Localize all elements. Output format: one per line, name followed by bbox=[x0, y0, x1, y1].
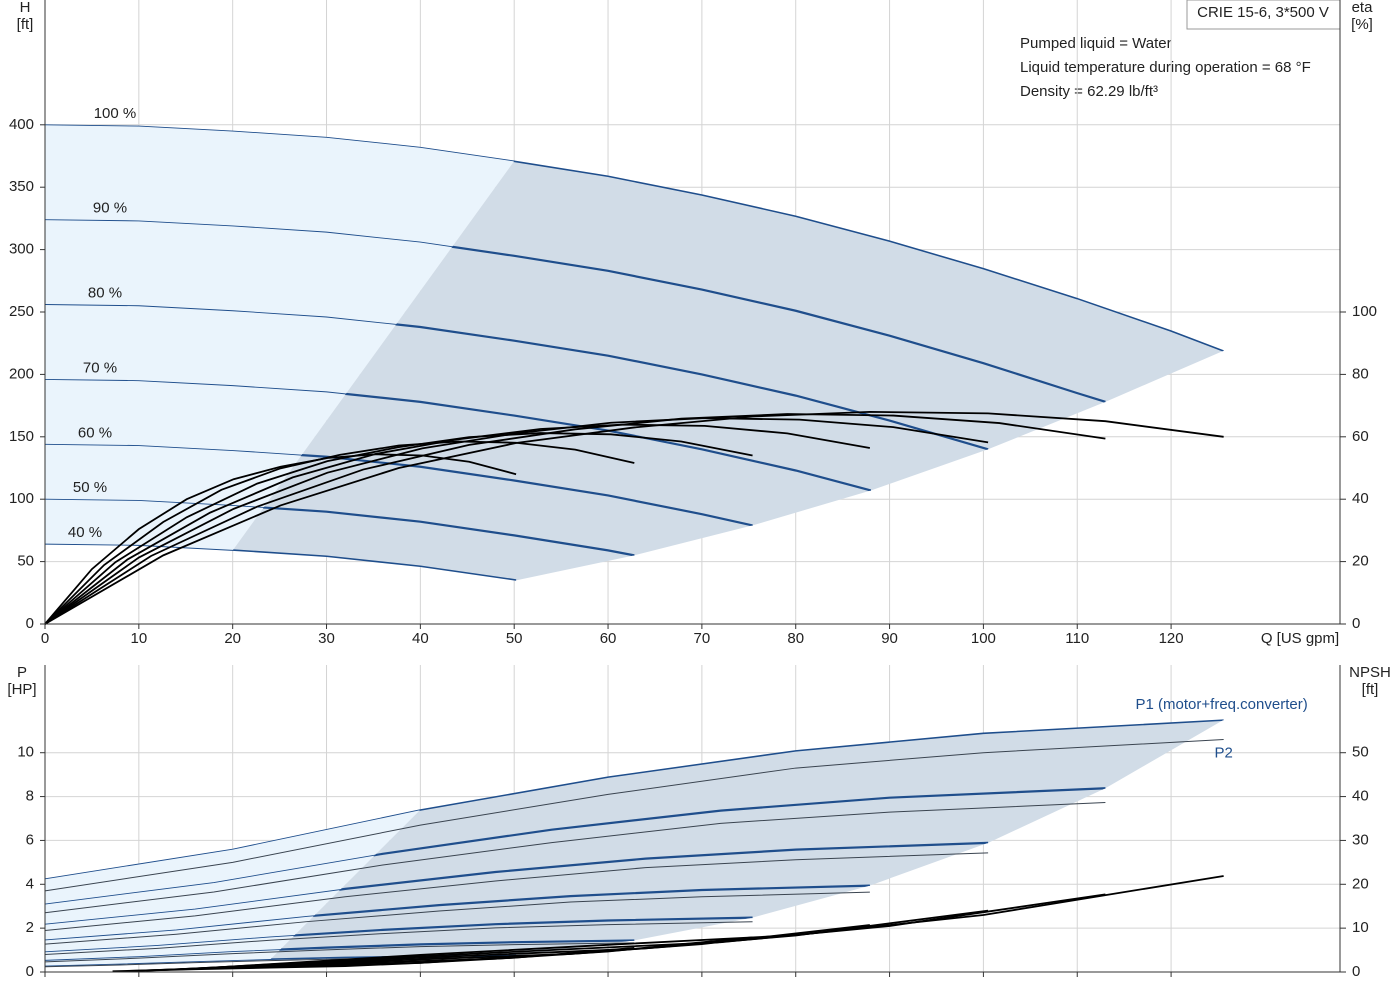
secondary-curve bbox=[44, 440, 635, 625]
curve bbox=[44, 891, 870, 945]
note: Liquid temperature during operation = 68… bbox=[1020, 59, 1311, 76]
curve bbox=[44, 801, 1106, 914]
speed-label: 60 % bbox=[78, 424, 112, 441]
curve bbox=[44, 739, 1224, 892]
annotation: P1 (motor+freq.converter) bbox=[1136, 696, 1308, 713]
light-region bbox=[45, 809, 421, 967]
y2-tick-label: 30 bbox=[1352, 831, 1369, 848]
speed-curve bbox=[270, 787, 1106, 906]
secondary-curve bbox=[44, 453, 517, 625]
secondary-curve bbox=[112, 955, 517, 973]
y-axis-unit: [ft] bbox=[17, 16, 34, 33]
secondary-curve bbox=[44, 410, 1224, 625]
y2-axis-unit: [%] bbox=[1351, 16, 1373, 33]
note: Pumped liquid = Water bbox=[1020, 35, 1172, 52]
speed-curve bbox=[232, 378, 872, 492]
x-tick-label: 70 bbox=[694, 630, 711, 647]
y-tick-label: 100 bbox=[9, 490, 34, 507]
speed-curve bbox=[270, 939, 635, 960]
x-tick-label: 90 bbox=[881, 630, 898, 647]
light-region bbox=[45, 124, 515, 551]
speed-curve bbox=[270, 719, 1224, 880]
speed-curve bbox=[232, 303, 989, 451]
y-axis-label: H bbox=[20, 0, 31, 16]
y-tick-label: 250 bbox=[9, 303, 34, 320]
y2-tick-label: 50 bbox=[1352, 744, 1369, 761]
speed-label: 70 % bbox=[83, 359, 117, 376]
y-tick-label: 0 bbox=[26, 963, 34, 980]
info-box-text: CRIE 15-6, 3*500 V bbox=[1197, 4, 1329, 21]
x-tick-label: 60 bbox=[600, 630, 617, 647]
y2-tick-label: 0 bbox=[1352, 963, 1360, 980]
y-tick-label: 400 bbox=[9, 116, 34, 133]
y2-axis-unit: [ft] bbox=[1362, 681, 1379, 698]
x-tick-label: 0 bbox=[41, 630, 49, 647]
y-tick-label: 200 bbox=[9, 365, 34, 382]
y2-tick-label: 40 bbox=[1352, 490, 1369, 507]
y-tick-label: 0 bbox=[26, 615, 34, 632]
y-tick-label: 2 bbox=[26, 919, 34, 936]
y2-axis-label: NPSH bbox=[1349, 664, 1391, 681]
note: Density = 62.29 lb/ft³ bbox=[1020, 83, 1158, 100]
y2-tick-label: 20 bbox=[1352, 875, 1369, 892]
curve bbox=[44, 942, 635, 963]
y-tick-label: 150 bbox=[9, 428, 34, 445]
secondary-curve bbox=[44, 417, 989, 625]
curve bbox=[44, 852, 989, 932]
y-tick-label: 50 bbox=[17, 553, 34, 570]
y-tick-label: 350 bbox=[9, 178, 34, 195]
annotation: P2 bbox=[1214, 745, 1232, 762]
operating-region bbox=[270, 719, 1224, 960]
speed-curve bbox=[232, 498, 635, 557]
y2-tick-label: 100 bbox=[1352, 303, 1377, 320]
curve bbox=[44, 921, 753, 955]
y-axis-label: P bbox=[17, 664, 27, 681]
speed-curve bbox=[270, 916, 753, 953]
speed-curve bbox=[270, 884, 870, 942]
y2-tick-label: 10 bbox=[1352, 919, 1369, 936]
x-tick-label: 110 bbox=[1065, 630, 1089, 647]
x-tick-label: 80 bbox=[787, 630, 804, 647]
secondary-curve bbox=[44, 432, 753, 625]
y-tick-label: 8 bbox=[26, 788, 34, 805]
y-tick-label: 4 bbox=[26, 875, 34, 892]
speed-label: 80 % bbox=[88, 284, 122, 301]
speed-curve bbox=[232, 218, 1106, 403]
x-axis-label: Q [US gpm] bbox=[1261, 630, 1339, 647]
x-tick-label: 100 bbox=[971, 630, 996, 647]
y-axis-unit: [HP] bbox=[7, 681, 36, 698]
secondary-curve bbox=[213, 875, 1224, 969]
speed-curve bbox=[270, 841, 989, 926]
speed-label: 50 % bbox=[73, 479, 107, 496]
y2-tick-label: 60 bbox=[1352, 428, 1369, 445]
x-tick-label: 50 bbox=[506, 630, 523, 647]
speed-label: 90 % bbox=[93, 200, 127, 217]
y2-tick-label: 0 bbox=[1352, 615, 1360, 632]
y-tick-label: 6 bbox=[26, 831, 34, 848]
y-tick-label: 300 bbox=[9, 241, 34, 258]
info-box bbox=[1186, 0, 1341, 30]
secondary-curve bbox=[44, 413, 1106, 625]
x-tick-label: 30 bbox=[318, 630, 335, 647]
y2-tick-label: 40 bbox=[1352, 788, 1369, 805]
x-tick-label: 120 bbox=[1159, 630, 1184, 647]
y2-tick-label: 80 bbox=[1352, 365, 1369, 382]
x-tick-label: 10 bbox=[130, 630, 147, 647]
x-tick-label: 20 bbox=[224, 630, 241, 647]
speed-label: 40 % bbox=[68, 524, 102, 541]
speed-label: 100 % bbox=[94, 105, 137, 122]
x-tick-label: 40 bbox=[412, 630, 429, 647]
y-tick-label: 10 bbox=[17, 744, 34, 761]
y2-axis-label: eta bbox=[1352, 0, 1374, 16]
speed-curve bbox=[232, 443, 753, 527]
y2-tick-label: 20 bbox=[1352, 553, 1369, 570]
